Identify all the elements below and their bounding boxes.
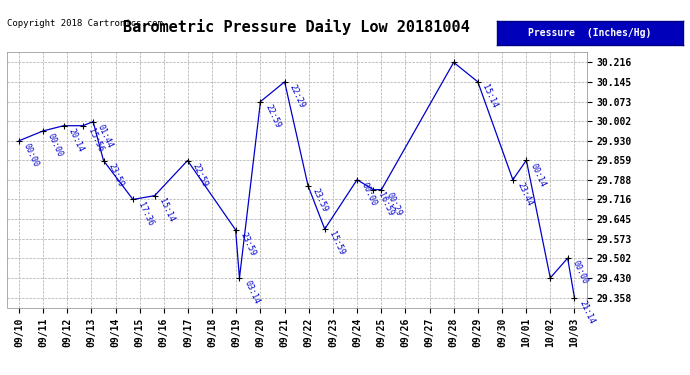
Text: 01:44: 01:44 <box>96 123 115 150</box>
Text: 15:59: 15:59 <box>328 231 346 257</box>
Text: Barometric Pressure Daily Low 20181004: Barometric Pressure Daily Low 20181004 <box>124 19 470 35</box>
Text: 23:44: 23:44 <box>515 181 534 208</box>
Text: 16:59: 16:59 <box>376 191 395 217</box>
Text: 00:00: 00:00 <box>571 260 589 286</box>
Text: 00:00: 00:00 <box>46 132 65 159</box>
Text: 03:14: 03:14 <box>242 279 261 306</box>
Text: 17:36: 17:36 <box>136 201 155 227</box>
Text: 22:29: 22:29 <box>288 83 306 110</box>
Text: 23:59: 23:59 <box>106 162 125 188</box>
Text: 20:14: 20:14 <box>66 127 85 153</box>
Text: 22:59: 22:59 <box>264 103 282 129</box>
Text: 15:14: 15:14 <box>157 197 176 223</box>
Text: Pressure  (Inches/Hg): Pressure (Inches/Hg) <box>529 28 651 38</box>
Text: 22:59: 22:59 <box>190 162 209 188</box>
Text: 00:00: 00:00 <box>22 142 41 169</box>
Text: 23:59: 23:59 <box>238 231 257 258</box>
Text: Copyright 2018 Cartronics.com: Copyright 2018 Cartronics.com <box>7 19 163 28</box>
Text: 00:00: 00:00 <box>360 181 379 208</box>
Text: 00:29: 00:29 <box>384 191 403 217</box>
Text: 15:56: 15:56 <box>86 127 104 153</box>
Text: 00:14: 00:14 <box>529 162 548 188</box>
Text: 21:14: 21:14 <box>578 299 596 326</box>
Text: 15:14: 15:14 <box>481 83 500 110</box>
Text: 23:59: 23:59 <box>310 187 330 214</box>
